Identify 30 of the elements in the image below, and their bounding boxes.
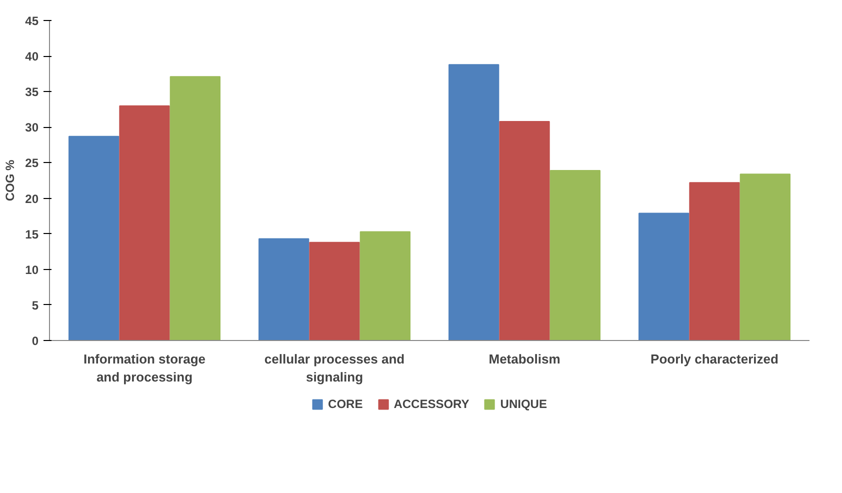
bar xyxy=(499,120,550,340)
y-tick-label: 0 xyxy=(32,334,39,348)
y-tick-label: 25 xyxy=(25,156,39,170)
y-tick-label: 20 xyxy=(25,192,39,206)
y-tick-label: 40 xyxy=(25,50,39,64)
x-tick-label: cellular processes and signaling xyxy=(264,352,405,384)
bar xyxy=(309,242,360,340)
bar xyxy=(550,170,600,340)
y-tick-label: 10 xyxy=(25,262,39,277)
y-tick-label: 15 xyxy=(25,227,39,242)
y-tick-label: 5 xyxy=(32,298,39,312)
x-tick-label: Metabolism xyxy=(488,352,560,366)
bar xyxy=(119,105,170,340)
bar xyxy=(170,76,220,340)
bar xyxy=(68,136,120,340)
x-tick-label: Information storage and processing xyxy=(83,352,206,384)
bar xyxy=(258,238,310,340)
bar xyxy=(689,182,740,340)
bar xyxy=(740,174,790,340)
legend-label: ACCESSORY xyxy=(394,397,470,411)
legend-label: CORE xyxy=(328,397,363,411)
y-tick-label: 35 xyxy=(25,85,39,100)
bar xyxy=(448,64,500,340)
bar xyxy=(638,212,690,340)
y-axis-title: COG % xyxy=(3,160,18,202)
legend-label: UNIQUE xyxy=(500,397,547,411)
y-tick-label: 45 xyxy=(25,14,39,28)
x-tick-label: Poorly characterized xyxy=(650,352,778,366)
bar xyxy=(360,231,410,340)
y-tick-label: 30 xyxy=(25,120,39,135)
